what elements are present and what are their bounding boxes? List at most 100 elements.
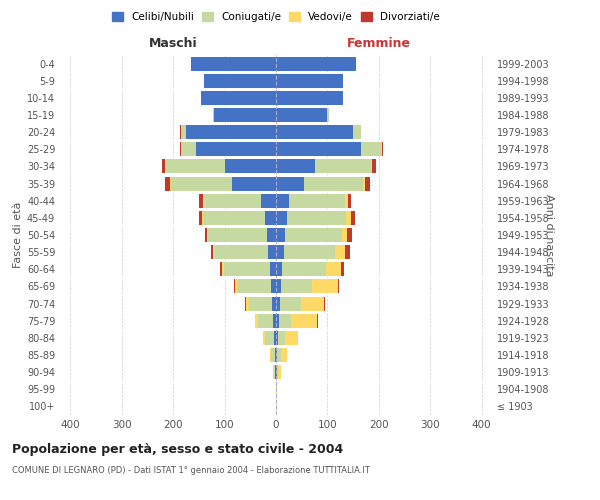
Text: Maschi: Maschi — [149, 37, 197, 50]
Bar — [287, 211, 346, 225]
Bar — [285, 331, 298, 345]
Bar — [204, 194, 260, 207]
Bar — [208, 228, 267, 242]
Bar — [276, 211, 287, 225]
Bar — [276, 245, 284, 259]
Bar — [361, 142, 382, 156]
Bar — [249, 296, 272, 310]
Bar — [289, 194, 346, 207]
Bar — [222, 262, 224, 276]
Bar — [348, 194, 350, 207]
Bar — [341, 262, 344, 276]
Bar — [312, 280, 338, 293]
Bar — [371, 160, 372, 173]
Bar — [281, 348, 287, 362]
Bar — [278, 331, 285, 345]
Bar — [181, 142, 196, 156]
Bar — [276, 194, 289, 207]
Bar — [338, 280, 339, 293]
Bar — [163, 160, 165, 173]
Bar — [214, 108, 276, 122]
Text: Popolazione per età, sesso e stato civile - 2004: Popolazione per età, sesso e stato civil… — [12, 442, 343, 456]
Bar — [202, 91, 276, 105]
Bar — [220, 262, 222, 276]
Bar — [199, 211, 202, 225]
Bar — [276, 142, 361, 156]
Bar — [232, 176, 276, 190]
Bar — [346, 211, 350, 225]
Bar — [304, 176, 364, 190]
Bar — [335, 245, 346, 259]
Bar — [258, 314, 274, 328]
Bar — [234, 280, 235, 293]
Bar — [213, 108, 214, 122]
Text: Femmine: Femmine — [347, 37, 411, 50]
Bar — [274, 365, 275, 379]
Bar — [276, 280, 281, 293]
Bar — [260, 194, 276, 207]
Bar — [276, 176, 304, 190]
Bar — [314, 160, 371, 173]
Bar — [280, 296, 301, 310]
Bar — [301, 296, 324, 310]
Bar — [211, 245, 213, 259]
Bar — [267, 228, 276, 242]
Bar — [353, 125, 361, 139]
Bar — [324, 296, 325, 310]
Bar — [292, 314, 317, 328]
Bar — [271, 348, 275, 362]
Bar — [205, 228, 207, 242]
Bar — [276, 56, 356, 70]
Bar — [347, 228, 352, 242]
Bar — [268, 245, 276, 259]
Bar — [365, 176, 370, 190]
Bar — [170, 176, 232, 190]
Bar — [277, 348, 281, 362]
Bar — [180, 142, 181, 156]
Bar — [166, 160, 224, 173]
Y-axis label: Fasce di età: Fasce di età — [13, 202, 23, 268]
Bar — [346, 194, 348, 207]
Bar — [199, 194, 203, 207]
Bar — [265, 211, 276, 225]
Bar — [364, 176, 365, 190]
Bar — [270, 348, 271, 362]
Bar — [276, 125, 353, 139]
Bar — [276, 262, 282, 276]
Bar — [326, 262, 341, 276]
Bar — [271, 280, 276, 293]
Bar — [165, 176, 170, 190]
Bar — [276, 108, 328, 122]
Bar — [276, 296, 280, 310]
Bar — [276, 91, 343, 105]
Bar — [196, 142, 276, 156]
Legend: Celibi/Nubili, Coniugati/e, Vedovi/e, Divorziati/e: Celibi/Nubili, Coniugati/e, Vedovi/e, Di… — [108, 8, 444, 26]
Bar — [277, 365, 278, 379]
Bar — [245, 296, 249, 310]
Bar — [328, 108, 329, 122]
Bar — [204, 74, 276, 88]
Bar — [276, 314, 278, 328]
Bar — [282, 262, 326, 276]
Bar — [274, 314, 276, 328]
Bar — [265, 331, 274, 345]
Bar — [256, 314, 258, 328]
Bar — [275, 348, 276, 362]
Bar — [278, 365, 281, 379]
Bar — [270, 262, 276, 276]
Bar — [186, 125, 276, 139]
Bar — [276, 228, 285, 242]
Bar — [224, 262, 270, 276]
Bar — [276, 331, 278, 345]
Bar — [350, 211, 355, 225]
Bar — [181, 125, 186, 139]
Bar — [372, 160, 376, 173]
Bar — [263, 331, 265, 345]
Bar — [191, 56, 276, 70]
Bar — [342, 228, 347, 242]
Bar — [382, 142, 383, 156]
Bar — [346, 245, 350, 259]
Bar — [284, 245, 335, 259]
Bar — [276, 160, 314, 173]
Bar — [238, 280, 271, 293]
